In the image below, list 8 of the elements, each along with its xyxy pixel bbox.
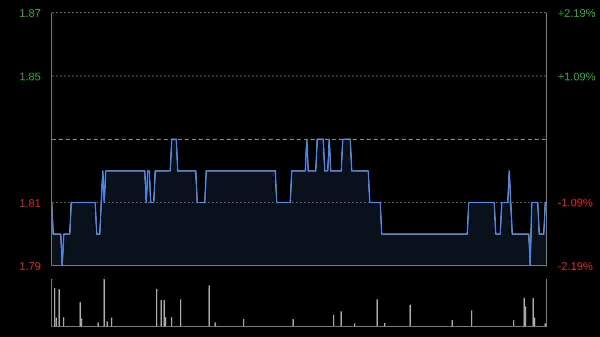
y2-tick-label: -2.19%	[558, 261, 594, 273]
y-tick-label: 1.81	[20, 198, 41, 210]
y-tick-label: 1.79	[20, 261, 41, 273]
y2-tick-label: +1.09%	[558, 72, 596, 84]
y2-tick-label: -1.09%	[558, 197, 594, 210]
y2-tick-label: +2.19%	[558, 8, 596, 20]
y-tick-label: 1.85	[20, 71, 41, 84]
y-tick-label: 1.87	[20, 8, 41, 20]
